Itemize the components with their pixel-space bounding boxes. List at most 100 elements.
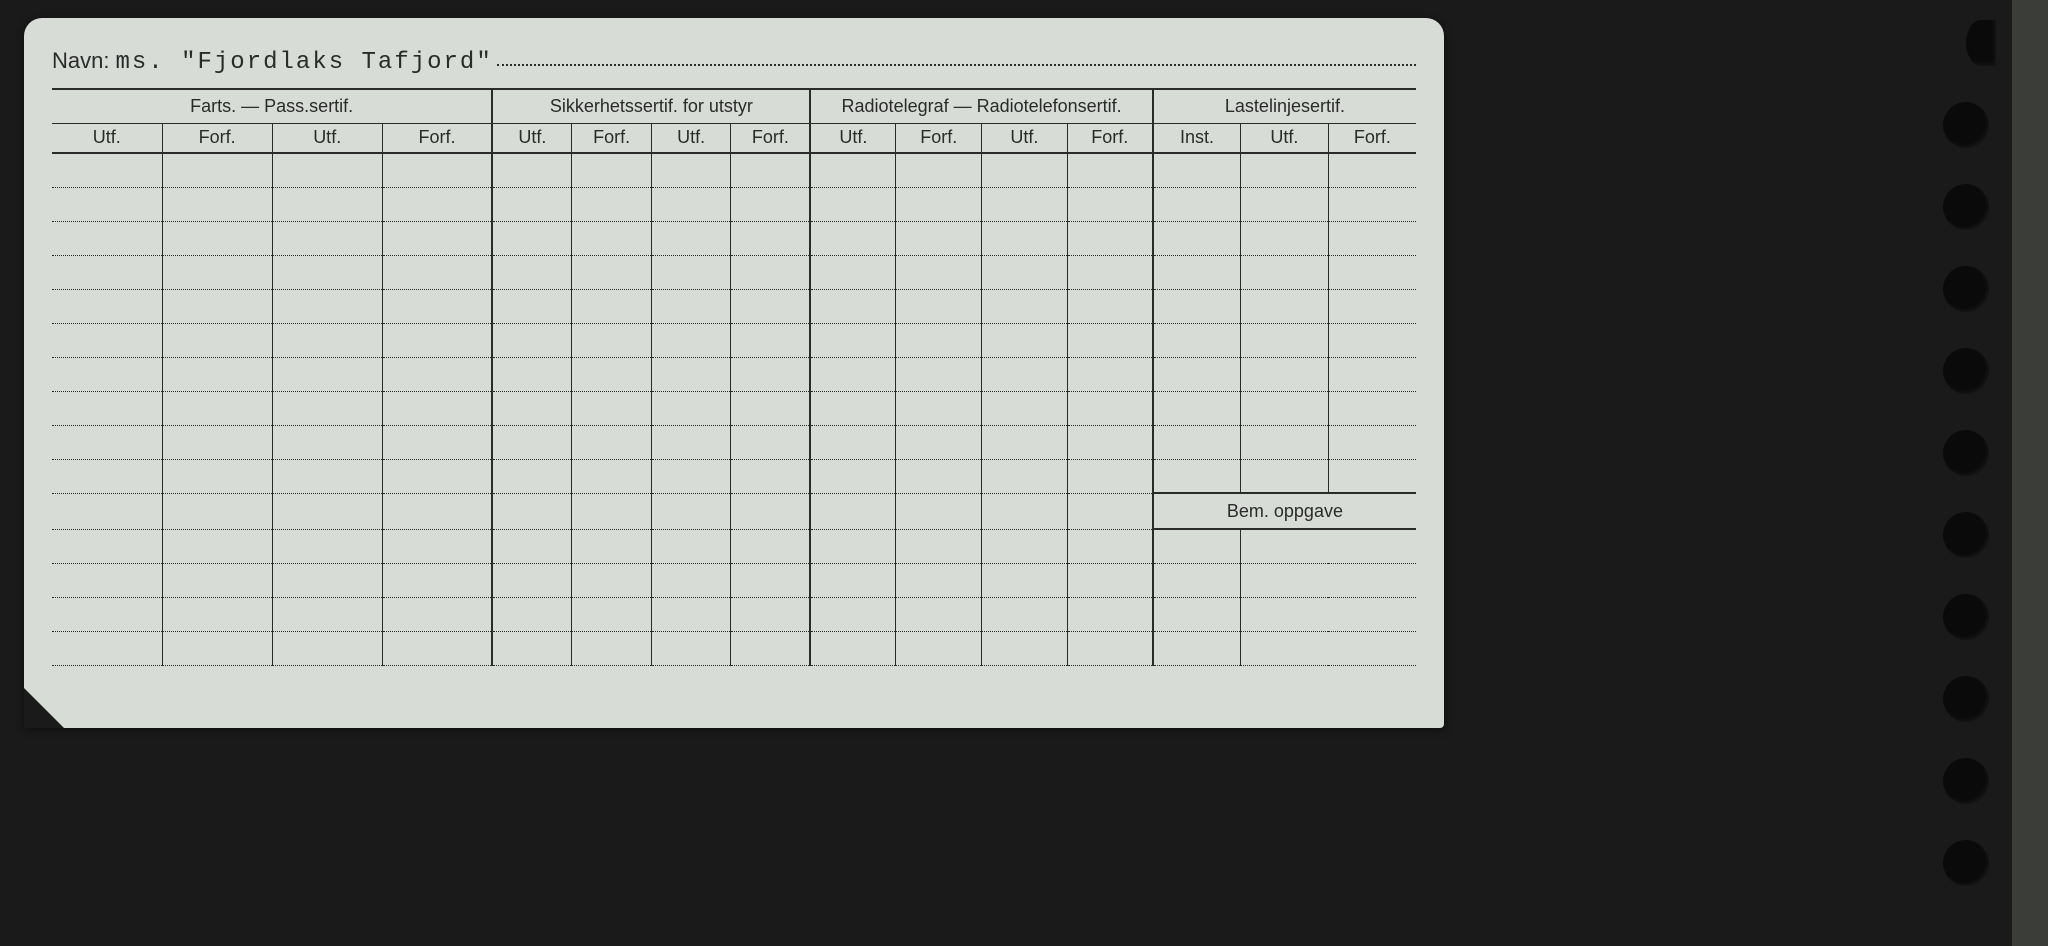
table-cell bbox=[1153, 187, 1241, 221]
table-cell bbox=[651, 529, 731, 563]
binder-hole bbox=[1943, 758, 1989, 804]
table-cell bbox=[731, 529, 811, 563]
table-cell bbox=[492, 459, 572, 493]
table-row: Bem. oppgave bbox=[52, 493, 1416, 529]
table-cell bbox=[651, 255, 731, 289]
table-cell bbox=[1067, 631, 1153, 665]
table-cell bbox=[1241, 187, 1329, 221]
table-cell bbox=[731, 289, 811, 323]
table-cell bbox=[651, 187, 731, 221]
table-cell bbox=[52, 493, 162, 529]
table-cell bbox=[1241, 563, 1416, 597]
table-cell bbox=[982, 563, 1068, 597]
table-cell bbox=[1067, 153, 1153, 187]
binder-hole bbox=[1943, 512, 1989, 558]
table-cell bbox=[492, 255, 572, 289]
table-cell bbox=[651, 323, 731, 357]
table-cell bbox=[1153, 459, 1241, 493]
table-row bbox=[52, 529, 1416, 563]
table-cell bbox=[651, 459, 731, 493]
table-row bbox=[52, 357, 1416, 391]
table-cell bbox=[810, 425, 896, 459]
table-cell bbox=[1067, 529, 1153, 563]
bem-oppgave-header: Bem. oppgave bbox=[1153, 493, 1416, 529]
table-cell bbox=[1328, 357, 1416, 391]
table-cell bbox=[651, 493, 731, 529]
table-cell bbox=[1067, 391, 1153, 425]
table-cell bbox=[1241, 289, 1329, 323]
table-cell bbox=[382, 255, 492, 289]
table-cell bbox=[810, 391, 896, 425]
table-cell bbox=[810, 563, 896, 597]
sub-header-row: Utf. Forf. Utf. Forf. Utf. Forf. Utf. Fo… bbox=[52, 123, 1416, 153]
table-cell bbox=[810, 323, 896, 357]
table-cell bbox=[52, 187, 162, 221]
col-las-forf: Forf. bbox=[1328, 123, 1416, 153]
table-cell bbox=[572, 187, 652, 221]
table-cell bbox=[162, 597, 272, 631]
table-cell bbox=[162, 357, 272, 391]
name-value: ms. "Fjordlaks Tafjord" bbox=[115, 49, 492, 76]
table-cell bbox=[1328, 391, 1416, 425]
table-cell bbox=[382, 597, 492, 631]
table-cell bbox=[1153, 153, 1241, 187]
table-cell bbox=[731, 425, 811, 459]
table-cell bbox=[572, 255, 652, 289]
table-cell bbox=[272, 425, 382, 459]
table-cell bbox=[52, 323, 162, 357]
table-cell bbox=[272, 631, 382, 665]
binder-hole bbox=[1943, 348, 1989, 394]
table-cell bbox=[572, 425, 652, 459]
group-header-row: Farts. — Pass.sertif. Sikkerhetssertif. … bbox=[52, 89, 1416, 123]
table-cell bbox=[572, 289, 652, 323]
table-cell bbox=[272, 357, 382, 391]
binder-hole bbox=[1943, 840, 1989, 886]
table-cell bbox=[492, 631, 572, 665]
table-cell bbox=[1328, 289, 1416, 323]
table-cell bbox=[810, 529, 896, 563]
table-row bbox=[52, 631, 1416, 665]
table-cell bbox=[162, 221, 272, 255]
table-cell bbox=[982, 425, 1068, 459]
table-body: Bem. oppgave bbox=[52, 153, 1416, 665]
table-cell bbox=[651, 597, 731, 631]
table-cell bbox=[1067, 597, 1153, 631]
binder-hole bbox=[1943, 266, 1989, 312]
table-cell bbox=[492, 323, 572, 357]
name-underline bbox=[497, 64, 1416, 66]
table-cell bbox=[1153, 289, 1241, 323]
group-laste: Lastelinjesertif. bbox=[1153, 89, 1416, 123]
table-cell bbox=[810, 597, 896, 631]
table-cell bbox=[1241, 391, 1329, 425]
table-cell bbox=[982, 289, 1068, 323]
table-cell bbox=[1328, 323, 1416, 357]
table-cell bbox=[896, 187, 982, 221]
table-cell bbox=[1328, 425, 1416, 459]
table-cell bbox=[651, 289, 731, 323]
scanner-edge bbox=[2012, 0, 2048, 946]
binder-hole bbox=[1943, 676, 1989, 722]
table-cell bbox=[572, 597, 652, 631]
col-farts-utf1: Utf. bbox=[52, 123, 162, 153]
table-cell bbox=[492, 425, 572, 459]
table-cell bbox=[1328, 221, 1416, 255]
table-cell bbox=[896, 289, 982, 323]
table-cell bbox=[896, 459, 982, 493]
table-cell bbox=[572, 357, 652, 391]
binder-hole bbox=[1943, 102, 1989, 148]
table-cell bbox=[982, 357, 1068, 391]
table-cell bbox=[982, 529, 1068, 563]
table-cell bbox=[731, 323, 811, 357]
table-cell bbox=[896, 493, 982, 529]
table-cell bbox=[982, 597, 1068, 631]
table-row bbox=[52, 187, 1416, 221]
table-cell bbox=[1241, 255, 1329, 289]
table-cell bbox=[572, 221, 652, 255]
name-label: Navn: bbox=[52, 48, 109, 74]
table-cell bbox=[382, 459, 492, 493]
table-cell bbox=[731, 563, 811, 597]
table-cell bbox=[272, 459, 382, 493]
table-cell bbox=[572, 153, 652, 187]
group-farts: Farts. — Pass.sertif. bbox=[52, 89, 492, 123]
table-cell bbox=[162, 563, 272, 597]
